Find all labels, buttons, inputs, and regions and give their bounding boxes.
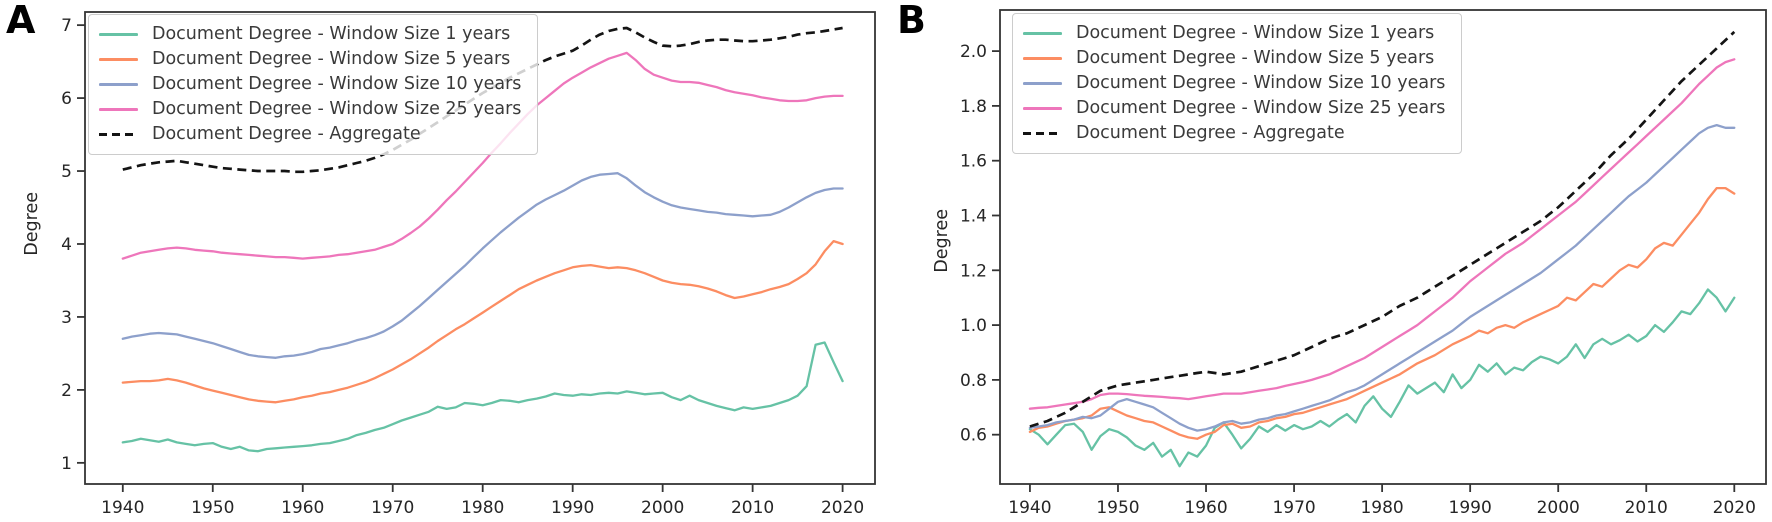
- legend-label: Document Degree - Aggregate: [152, 123, 421, 144]
- legend-item: Document Degree - Window Size 5 years: [1023, 46, 1445, 71]
- legend-item: Document Degree - Window Size 25 years: [1023, 96, 1445, 121]
- legend-item: Document Degree - Window Size 25 years: [99, 97, 521, 122]
- legend-line-swatch-window-25-icon: [1023, 107, 1062, 110]
- legend-line-swatch-window-1-icon: [1023, 32, 1062, 35]
- svg-text:1950: 1950: [1096, 498, 1139, 518]
- svg-text:1990: 1990: [551, 498, 594, 518]
- svg-text:1.6: 1.6: [960, 152, 987, 172]
- legend-line-swatch-window-5-icon: [1023, 57, 1062, 60]
- legend-item: Document Degree - Window Size 1 years: [1023, 21, 1445, 46]
- svg-text:1960: 1960: [281, 498, 324, 518]
- svg-text:3: 3: [61, 308, 72, 328]
- legend-dashed-line-swatch-icon: [1023, 132, 1062, 135]
- legend-line-swatch-window-25-icon: [99, 108, 138, 111]
- svg-text:4: 4: [61, 235, 72, 255]
- svg-text:2020: 2020: [1713, 498, 1756, 518]
- legend-label: Document Degree - Aggregate: [1076, 122, 1345, 143]
- legend-line-swatch-window-1-icon: [99, 33, 138, 36]
- svg-text:1.4: 1.4: [960, 206, 987, 226]
- y-axis-label-panel-a: Degree: [22, 192, 42, 256]
- svg-text:1.2: 1.2: [960, 261, 987, 281]
- legend-item: Document Degree - Aggregate: [1023, 121, 1445, 146]
- svg-text:2000: 2000: [1537, 498, 1580, 518]
- y-axis-label-panel-b: Degree: [932, 209, 952, 273]
- svg-text:5: 5: [61, 162, 72, 182]
- legend-item: Document Degree - Window Size 10 years: [99, 72, 521, 97]
- legend-item: Document Degree - Aggregate: [99, 122, 521, 147]
- svg-text:2020: 2020: [821, 498, 864, 518]
- legend-line-swatch-window-5-icon: [99, 58, 138, 61]
- svg-text:1940: 1940: [101, 498, 144, 518]
- panel-b-label: B: [897, 0, 926, 42]
- svg-text:2010: 2010: [731, 498, 774, 518]
- svg-text:2000: 2000: [641, 498, 684, 518]
- legend-dashed-line-swatch-icon: [99, 133, 138, 136]
- legend-label: Document Degree - Window Size 25 years: [1076, 97, 1446, 118]
- legend-label: Document Degree - Window Size 1 years: [1076, 22, 1435, 43]
- svg-text:2.0: 2.0: [960, 42, 987, 62]
- legend-label: Document Degree - Window Size 5 years: [1076, 47, 1435, 68]
- svg-text:0.6: 0.6: [960, 426, 987, 446]
- svg-text:1980: 1980: [461, 498, 504, 518]
- svg-text:1.8: 1.8: [960, 97, 987, 117]
- svg-text:1990: 1990: [1449, 498, 1492, 518]
- legend-label: Document Degree - Window Size 5 years: [152, 48, 511, 69]
- legend-label: Document Degree - Window Size 25 years: [152, 98, 522, 119]
- svg-text:1970: 1970: [1272, 498, 1315, 518]
- legend-label: Document Degree - Window Size 10 years: [152, 73, 522, 94]
- legend-item: Document Degree - Window Size 5 years: [99, 47, 521, 72]
- svg-text:1960: 1960: [1184, 498, 1227, 518]
- legend-line-swatch-window-10-icon: [1023, 82, 1062, 85]
- svg-text:1940: 1940: [1008, 498, 1051, 518]
- legend-line-swatch-window-10-icon: [99, 83, 138, 86]
- panel-a-label: A: [6, 0, 36, 42]
- svg-text:1980: 1980: [1360, 498, 1403, 518]
- svg-text:7: 7: [61, 16, 72, 36]
- legend-label: Document Degree - Window Size 1 years: [152, 23, 511, 44]
- svg-text:2: 2: [61, 381, 72, 401]
- legend-item: Document Degree - Window Size 10 years: [1023, 71, 1445, 96]
- legend-panel-a: Document Degree - Window Size 1 years Do…: [88, 14, 539, 155]
- legend-label: Document Degree - Window Size 10 years: [1076, 72, 1446, 93]
- svg-text:0.8: 0.8: [960, 371, 987, 391]
- svg-text:1970: 1970: [371, 498, 414, 518]
- svg-text:1: 1: [61, 454, 72, 474]
- svg-text:1.0: 1.0: [960, 316, 987, 336]
- svg-text:6: 6: [61, 89, 72, 109]
- svg-text:2010: 2010: [1625, 498, 1668, 518]
- legend-item: Document Degree - Window Size 1 years: [99, 22, 521, 47]
- legend-panel-b: Document Degree - Window Size 1 years Do…: [1012, 13, 1463, 154]
- svg-text:1950: 1950: [191, 498, 234, 518]
